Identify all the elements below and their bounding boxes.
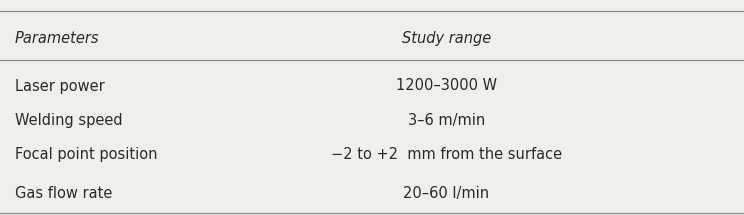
Text: −2 to +2  mm from the surface: −2 to +2 mm from the surface: [331, 147, 562, 162]
Text: Study range: Study range: [402, 31, 491, 46]
Text: Laser power: Laser power: [15, 78, 105, 94]
Text: Gas flow rate: Gas flow rate: [15, 186, 112, 201]
Text: Parameters: Parameters: [15, 31, 100, 46]
Text: 20–60 l/min: 20–60 l/min: [403, 186, 490, 201]
Text: 1200–3000 W: 1200–3000 W: [396, 78, 497, 94]
Text: Welding speed: Welding speed: [15, 113, 123, 128]
Text: 3–6 m/min: 3–6 m/min: [408, 113, 485, 128]
Text: Focal point position: Focal point position: [15, 147, 158, 162]
